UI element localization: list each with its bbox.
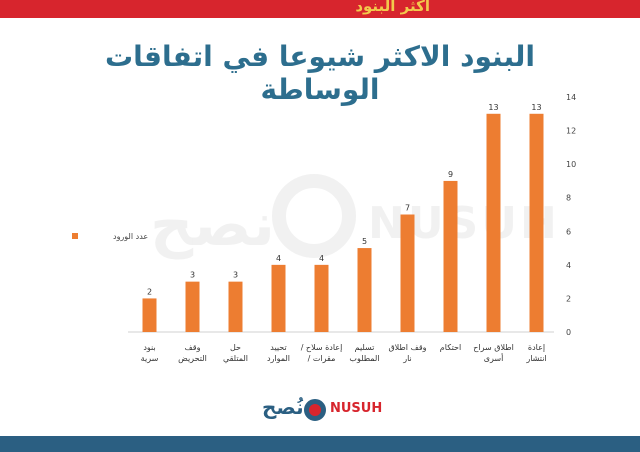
watermark-arabic: نصح (150, 190, 275, 260)
data-label: 3 (233, 271, 238, 280)
y-tick-label: 0 (566, 328, 571, 337)
category-label: وقف اطلاق نار (388, 343, 426, 363)
watermark: نصح NUSUH (150, 170, 557, 280)
category-label: تحييد الموارد (267, 343, 290, 363)
y-tick-label: 4 (566, 261, 571, 270)
logo-english: NUSUH (330, 401, 383, 416)
bar (357, 248, 372, 332)
watermark-english: NUSUH (368, 198, 560, 249)
chart-title: البنود الاكثر شيوعا في اتفاقات الوساطة (104, 40, 536, 106)
category-label: حل المتلقي (223, 343, 248, 363)
header-band-text: أكثر البنود (355, 0, 430, 15)
data-label: 2 (147, 287, 152, 296)
logo: نُصح NUSUH (262, 395, 382, 425)
y-tick-label: 14 (566, 93, 576, 102)
bar (185, 281, 200, 332)
category-label: بنود سرية (141, 343, 159, 363)
bar (529, 113, 544, 333)
data-label: 4 (276, 254, 281, 263)
logo-arabic: نُصح (262, 395, 304, 419)
bar (486, 113, 501, 333)
legend-swatch (72, 233, 78, 239)
y-tick-label: 12 (566, 127, 576, 136)
y-tick-label: 6 (566, 227, 571, 236)
y-tick-label: 10 (566, 160, 576, 169)
bar (228, 281, 243, 332)
category-label: إعادة سلاح / مقرات / (301, 343, 343, 363)
bar (271, 264, 286, 332)
y-tick-label: 8 (566, 194, 571, 203)
bar (314, 264, 329, 332)
legend-label: عدد الورود (113, 232, 148, 241)
header-band: أكثر البنود (0, 0, 640, 18)
bar (400, 214, 415, 332)
category-label: احتكام (440, 343, 461, 352)
data-label: 9 (448, 170, 453, 179)
bar (443, 180, 458, 332)
category-label: وقف التحريض (178, 343, 207, 363)
data-label: 13 (531, 103, 541, 112)
category-label: اطلاق سراح أسرى (473, 343, 514, 363)
data-label: 3 (190, 271, 195, 280)
logo-circle-icon (304, 399, 326, 421)
y-tick-label: 2 (566, 294, 571, 303)
category-label: تسليم المطلوب (349, 343, 379, 363)
category-label: إعادة انتشار (525, 343, 546, 363)
bar (142, 298, 157, 332)
data-label: 5 (362, 237, 367, 246)
data-label: 13 (488, 103, 498, 112)
data-label: 7 (405, 204, 410, 213)
data-label: 4 (319, 254, 324, 263)
footer-band (0, 436, 640, 452)
